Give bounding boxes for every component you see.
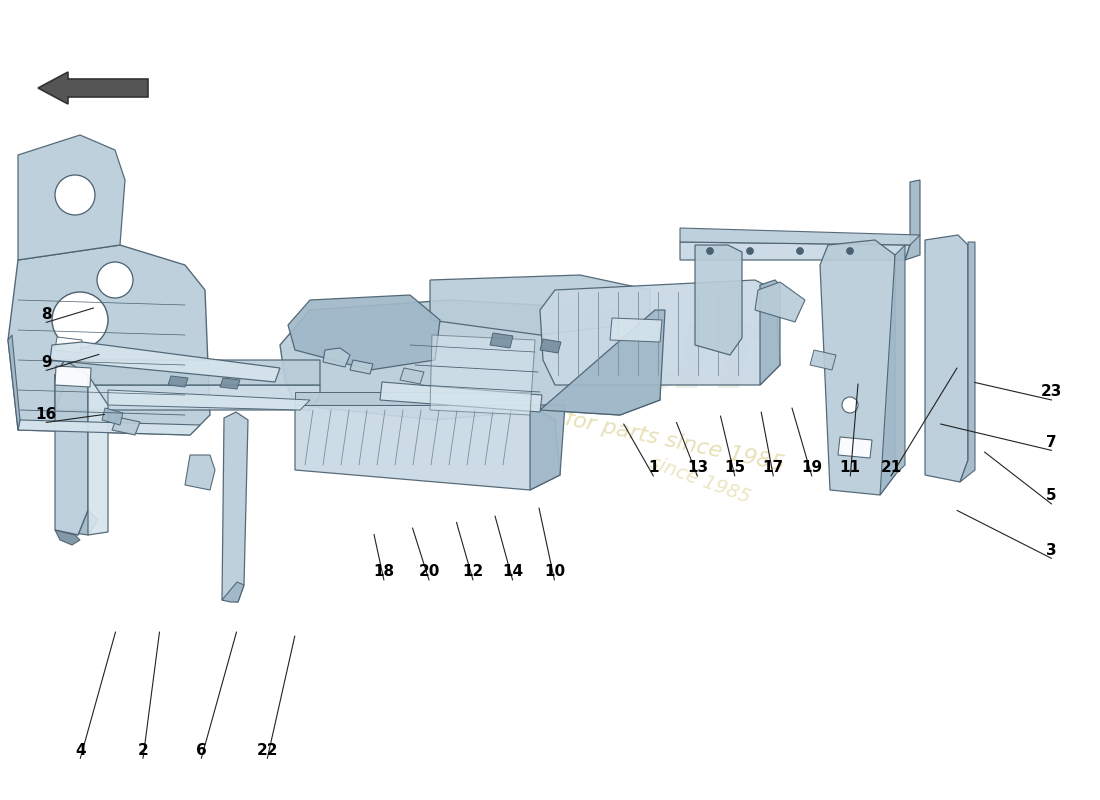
Polygon shape [490, 333, 513, 348]
Polygon shape [755, 282, 805, 322]
Polygon shape [288, 295, 440, 370]
Text: 13: 13 [686, 461, 708, 475]
Polygon shape [820, 240, 895, 495]
Text: a passion for parts since 1985: a passion for parts since 1985 [453, 386, 786, 474]
Polygon shape [430, 275, 650, 335]
Polygon shape [540, 280, 780, 385]
Polygon shape [220, 378, 240, 389]
Polygon shape [610, 318, 662, 342]
Polygon shape [55, 337, 82, 353]
Circle shape [706, 247, 714, 254]
Text: 7: 7 [1046, 435, 1057, 450]
Text: 14: 14 [502, 565, 524, 579]
Polygon shape [760, 280, 780, 385]
Text: 15: 15 [724, 461, 746, 475]
Text: 1: 1 [648, 461, 659, 475]
Polygon shape [400, 368, 424, 384]
Circle shape [52, 292, 108, 348]
Text: 9: 9 [41, 355, 52, 370]
Polygon shape [55, 360, 88, 535]
Text: 17: 17 [762, 461, 784, 475]
Circle shape [796, 247, 803, 254]
Polygon shape [810, 350, 836, 370]
Text: 4: 4 [75, 743, 86, 758]
Polygon shape [18, 135, 125, 260]
Polygon shape [925, 235, 968, 482]
Polygon shape [350, 360, 373, 374]
Text: 2: 2 [138, 743, 148, 758]
Polygon shape [905, 180, 920, 260]
Polygon shape [168, 376, 188, 387]
Polygon shape [55, 360, 65, 410]
Polygon shape [295, 392, 530, 405]
Polygon shape [222, 582, 244, 602]
Text: 23: 23 [1041, 385, 1063, 399]
Polygon shape [280, 300, 660, 420]
Text: 18: 18 [373, 565, 395, 579]
Circle shape [55, 175, 95, 215]
Text: 21: 21 [880, 461, 902, 475]
Text: 19: 19 [801, 461, 823, 475]
Polygon shape [108, 390, 310, 410]
Polygon shape [680, 242, 910, 260]
Polygon shape [55, 360, 320, 385]
Polygon shape [295, 405, 560, 490]
Polygon shape [8, 335, 20, 430]
Polygon shape [222, 412, 248, 602]
Text: 8: 8 [41, 307, 52, 322]
Polygon shape [8, 245, 210, 435]
Polygon shape [379, 382, 542, 412]
Circle shape [747, 247, 754, 254]
Text: eur: eur [544, 297, 776, 414]
Polygon shape [55, 530, 80, 545]
Polygon shape [540, 310, 666, 415]
Polygon shape [50, 342, 280, 382]
Polygon shape [880, 245, 905, 495]
Polygon shape [18, 420, 200, 435]
Polygon shape [323, 348, 350, 367]
Polygon shape [530, 405, 565, 490]
Text: 10: 10 [543, 565, 565, 579]
Polygon shape [430, 335, 535, 415]
Text: 12: 12 [462, 565, 484, 579]
FancyArrow shape [39, 72, 148, 104]
Polygon shape [185, 455, 214, 490]
Polygon shape [55, 366, 91, 387]
Text: 16: 16 [35, 407, 57, 422]
Polygon shape [88, 375, 108, 535]
Polygon shape [102, 408, 123, 425]
Polygon shape [680, 228, 920, 245]
Text: 3: 3 [1046, 543, 1057, 558]
Text: 11: 11 [839, 461, 861, 475]
Polygon shape [960, 242, 975, 482]
Polygon shape [55, 385, 320, 410]
Polygon shape [112, 417, 140, 435]
Text: since 1985: since 1985 [647, 453, 754, 507]
Text: 20: 20 [418, 565, 440, 579]
Circle shape [97, 262, 133, 298]
Text: 6: 6 [196, 743, 207, 758]
Polygon shape [540, 339, 561, 353]
Polygon shape [695, 245, 743, 355]
Text: 5: 5 [1046, 489, 1057, 503]
Text: 22: 22 [256, 743, 278, 758]
Circle shape [842, 397, 858, 413]
Polygon shape [55, 510, 98, 535]
Circle shape [847, 247, 854, 254]
Polygon shape [838, 437, 872, 458]
